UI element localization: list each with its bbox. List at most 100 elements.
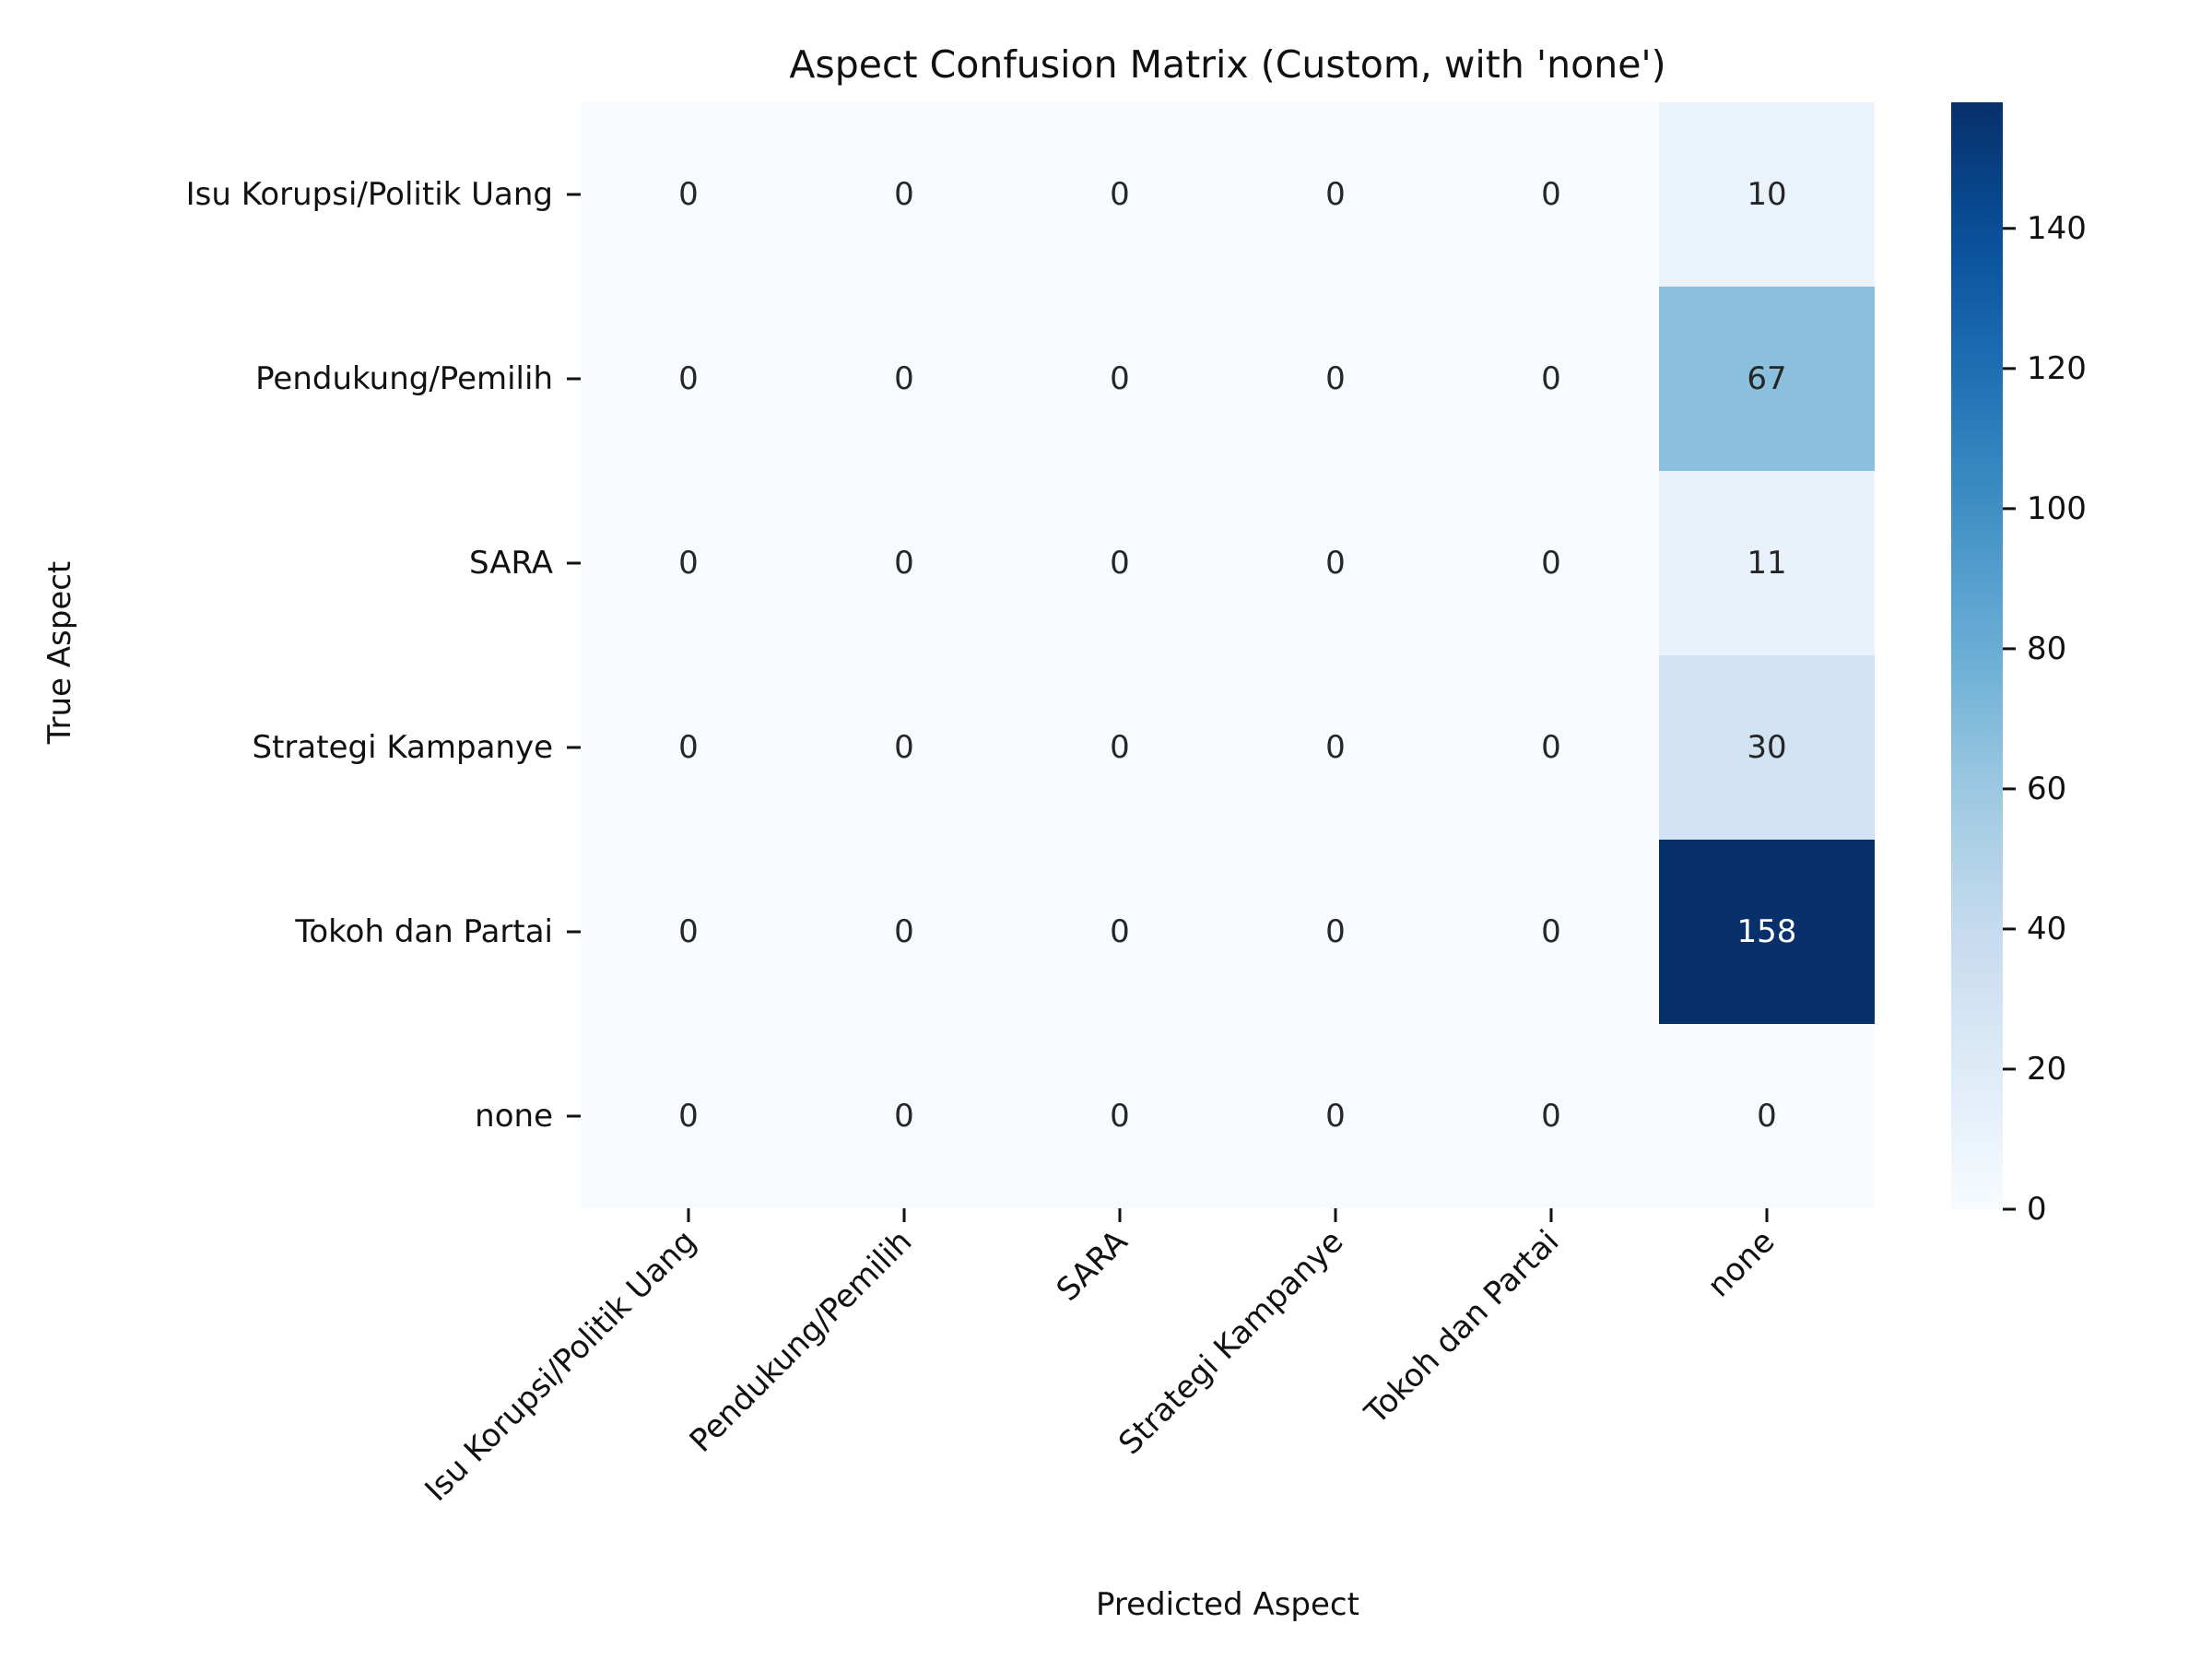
y-tick-label-pendukung-pemilih: Pendukung/Pemilih xyxy=(255,360,553,397)
cell-value-r2-c5: 11 xyxy=(1747,545,1786,582)
colorbar-tick-label-60: 60 xyxy=(2027,771,2066,807)
heatmap-cell-r1-c4 xyxy=(1443,287,1659,471)
heatmap-cell-r0-c0 xyxy=(581,102,796,287)
cell-value-r4-c3: 0 xyxy=(1325,913,1346,950)
cell-value-r2-c2: 0 xyxy=(1110,545,1130,582)
heatmap-cell-r5-c0 xyxy=(581,1024,796,1208)
heatmap-cell-r5-c3 xyxy=(1228,1024,1443,1208)
cell-value-r4-c5: 158 xyxy=(1737,913,1797,950)
heatmap-cell-r0-c2 xyxy=(1012,102,1228,287)
cell-value-r3-c5: 30 xyxy=(1747,729,1786,766)
cell-value-r0-c2: 0 xyxy=(1110,176,1130,213)
cell-value-r5-c0: 0 xyxy=(678,1098,699,1135)
cell-value-r1-c2: 0 xyxy=(1110,360,1130,397)
heatmap-cell-r5-c5 xyxy=(1659,1024,1875,1208)
heatmap-cell-r2-c4 xyxy=(1443,471,1659,655)
y-tick-label-tokoh-dan-partai: Tokoh dan Partai xyxy=(294,913,553,950)
heatmap-cell-r3-c0 xyxy=(581,655,796,840)
heatmap-cell-r4-c5 xyxy=(1659,840,1875,1024)
colorbar-ticks: 0 20 40 60 80 100 120 140 xyxy=(2003,210,2087,1228)
x-axis-title: Predicted Aspect xyxy=(1096,1586,1359,1623)
cell-value-r4-c2: 0 xyxy=(1110,913,1130,950)
x-tick-label-pendukung-pemilih: Pendukung/Pemilih xyxy=(683,1223,920,1460)
heatmap-cell-r3-c2 xyxy=(1012,655,1228,840)
heatmap-cell-r1-c3 xyxy=(1228,287,1443,471)
heatmap-cell-r0-c1 xyxy=(796,102,1012,287)
heatmap-cell-r2-c5 xyxy=(1659,471,1875,655)
cell-value-r1-c1: 0 xyxy=(894,360,914,397)
x-tick-label-tokoh-dan-partai: Tokoh dan Partai xyxy=(1358,1223,1567,1432)
cell-value-r4-c0: 0 xyxy=(678,913,699,950)
heatmap-cell-r3-c3 xyxy=(1228,655,1443,840)
cell-value-r4-c1: 0 xyxy=(894,913,914,950)
x-tick-label-isu-korupsi-politik-uang: Isu Korupsi/Politik Uang xyxy=(418,1223,703,1509)
cell-value-r5-c3: 0 xyxy=(1325,1098,1346,1135)
heatmap-cell-r5-c1 xyxy=(796,1024,1012,1208)
heatmap-cells xyxy=(581,102,1875,1208)
heatmap-cell-r4-c0 xyxy=(581,840,796,1024)
heatmap-cell-r4-c1 xyxy=(796,840,1012,1024)
heatmap-cell-r2-c1 xyxy=(796,471,1012,655)
heatmap-cell-r5-c2 xyxy=(1012,1024,1228,1208)
heatmap-cell-r2-c0 xyxy=(581,471,796,655)
heatmap-cell-r5-c4 xyxy=(1443,1024,1659,1208)
cell-value-r3-c3: 0 xyxy=(1325,729,1346,766)
colorbar-tick-label-80: 80 xyxy=(2027,630,2066,667)
cell-value-r0-c0: 0 xyxy=(678,176,699,213)
y-axis-ticks: Isu Korupsi/Politik Uang Pendukung/Pemili… xyxy=(186,176,581,1135)
y-tick-label-isu-korupsi-politik-uang: Isu Korupsi/Politik Uang xyxy=(186,176,553,213)
y-axis-title: True Aspect xyxy=(41,561,78,746)
cell-value-r2-c1: 0 xyxy=(894,545,914,582)
colorbar-tick-label-0: 0 xyxy=(2027,1191,2047,1228)
cell-value-r5-c4: 0 xyxy=(1541,1098,1561,1135)
cell-value-r0-c1: 0 xyxy=(894,176,914,213)
cell-value-r1-c5: 67 xyxy=(1747,360,1786,397)
cell-value-r0-c5: 10 xyxy=(1747,176,1786,213)
cell-value-r5-c2: 0 xyxy=(1110,1098,1130,1135)
cell-value-r3-c0: 0 xyxy=(678,729,699,766)
x-tick-label-sara: SARA xyxy=(1050,1223,1135,1309)
colorbar xyxy=(1951,102,2003,1209)
heatmap-cell-r2-c2 xyxy=(1012,471,1228,655)
cell-value-r2-c4: 0 xyxy=(1541,545,1561,582)
heatmap-cell-r3-c4 xyxy=(1443,655,1659,840)
colorbar-tick-label-140: 140 xyxy=(2027,210,2087,247)
colorbar-tick-label-20: 20 xyxy=(2027,1051,2066,1088)
x-tick-label-strategi-kampanye: Strategi Kampanye xyxy=(1112,1223,1350,1462)
cell-value-r2-c0: 0 xyxy=(678,545,699,582)
cell-value-r4-c4: 0 xyxy=(1541,913,1561,950)
y-tick-label-sara: SARA xyxy=(469,545,553,582)
heatmap-cell-r0-c5 xyxy=(1659,102,1875,287)
cell-value-r2-c3: 0 xyxy=(1325,545,1346,582)
chart-title: Aspect Confusion Matrix (Custom, with 'n… xyxy=(789,42,1665,87)
cell-value-r5-c5: 0 xyxy=(1757,1098,1777,1135)
heatmap-cell-r1-c5 xyxy=(1659,287,1875,471)
cell-value-r1-c4: 0 xyxy=(1541,360,1561,397)
x-axis-ticks: Isu Korupsi/Politik UangPendukung/Pemili… xyxy=(418,1208,1782,1509)
heatmap-cell-r3-c1 xyxy=(796,655,1012,840)
heatmap-cell-r0-c3 xyxy=(1228,102,1443,287)
heatmap-cell-r2-c3 xyxy=(1228,471,1443,655)
cell-value-r0-c4: 0 xyxy=(1541,176,1561,213)
heatmap-cell-r0-c4 xyxy=(1443,102,1659,287)
cell-value-r1-c3: 0 xyxy=(1325,360,1346,397)
heatmap-cell-r1-c0 xyxy=(581,287,796,471)
heatmap-cell-r1-c2 xyxy=(1012,287,1228,471)
colorbar-tick-label-40: 40 xyxy=(2027,911,2066,947)
cell-labels: 0 0 0 0 0 10 0 0 0 0 0 67 0 0 0 0 0 11 0 0 0 0 0 30 0 0 0 0 0 158 0 0 0 0… xyxy=(678,176,1796,1135)
heatmap-cell-r3-c5 xyxy=(1659,655,1875,840)
colorbar-tick-label-100: 100 xyxy=(2027,490,2087,527)
cell-value-r3-c4: 0 xyxy=(1541,729,1561,766)
cell-value-r0-c3: 0 xyxy=(1325,176,1346,213)
y-tick-label-strategi-kampanye: Strategi Kampanye xyxy=(253,729,553,766)
cell-value-r5-c1: 0 xyxy=(894,1098,914,1135)
heatmap-cell-r4-c2 xyxy=(1012,840,1228,1024)
heatmap-cell-r1-c1 xyxy=(796,287,1012,471)
cell-value-r1-c0: 0 xyxy=(678,360,699,397)
colorbar-tick-label-120: 120 xyxy=(2027,350,2087,387)
heatmap-cell-r4-c4 xyxy=(1443,840,1659,1024)
heatmap-cell-r4-c3 xyxy=(1228,840,1443,1024)
y-tick-label-none: none xyxy=(475,1098,553,1135)
x-tick-label-none: none xyxy=(1700,1223,1782,1304)
